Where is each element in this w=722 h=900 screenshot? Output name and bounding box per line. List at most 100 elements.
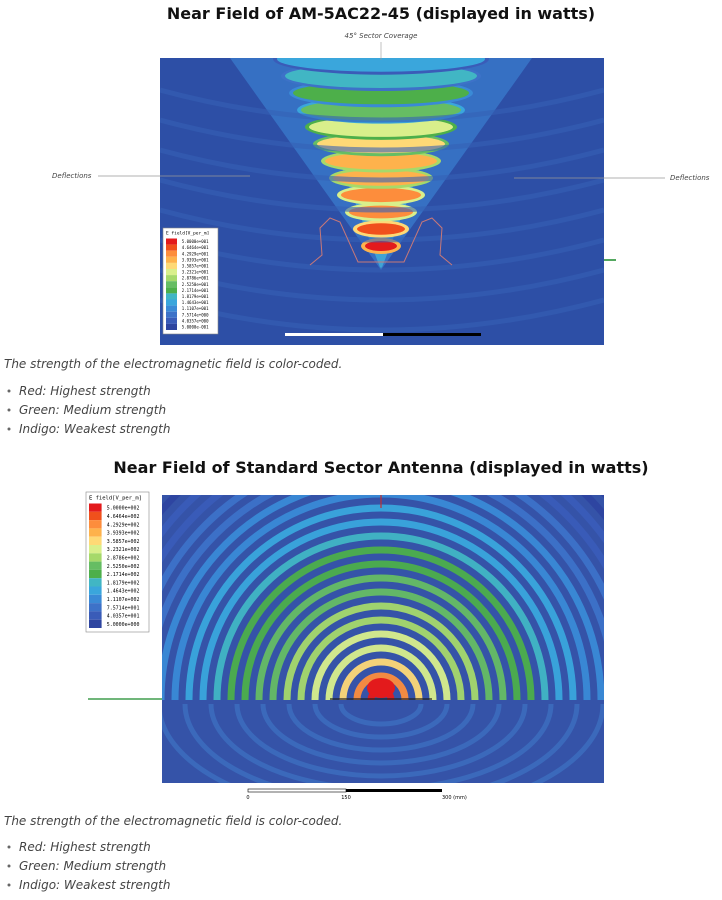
legend-swatch — [89, 594, 102, 604]
scale-bar — [285, 333, 383, 336]
legend-swatch — [166, 262, 177, 269]
legend-label: 4.6464e+001 — [182, 245, 209, 250]
field-ring — [185, 504, 577, 701]
legend-label: 4.6464e+002 — [107, 514, 140, 520]
faint-ring — [162, 703, 604, 783]
legend-swatch — [89, 603, 102, 612]
field-ring — [199, 518, 563, 701]
scale-label: 150 — [341, 795, 351, 801]
field-ring — [311, 630, 451, 701]
legend-swatch — [89, 553, 102, 562]
section-title: Near Field of Standard Sector Antenna (d… — [113, 458, 648, 477]
bullet-dot — [7, 864, 11, 868]
field-ring — [241, 560, 521, 701]
bullet-text: Indigo: Weakest strength — [19, 878, 170, 892]
bullet-list: Red: Highest strength Green: Medium stren… — [7, 384, 170, 436]
field-ring — [213, 532, 549, 701]
legend-label: 3.9393e+002 — [107, 531, 140, 537]
legend-swatch — [166, 317, 177, 324]
legend-swatch — [166, 281, 177, 288]
field-ring — [341, 187, 421, 203]
faint-ring — [338, 703, 424, 727]
figure-label: Deflections — [670, 174, 710, 182]
legend-label: 3.5857e+002 — [107, 539, 140, 545]
legend-swatch — [166, 323, 177, 330]
legend-swatch — [89, 619, 102, 628]
legend-label: 4.2929e+002 — [107, 522, 140, 528]
scale-bar — [346, 789, 442, 792]
faint-ring — [312, 703, 450, 740]
legend-swatch — [166, 311, 177, 318]
faint-ring — [160, 147, 604, 183]
field-ring — [353, 672, 409, 701]
legend-label: 2.5250e+002 — [107, 564, 140, 570]
field-ring — [325, 644, 437, 701]
legend-label: 3.2321e+002 — [107, 547, 140, 553]
legend-swatch — [89, 520, 102, 529]
field-ring — [162, 495, 604, 600]
bullet-text: Red: Highest strength — [19, 384, 151, 398]
faint-ring — [160, 267, 604, 303]
legend-label: 3.9393e+001 — [182, 257, 209, 262]
legend-swatch — [89, 569, 102, 579]
bullet-dot — [7, 845, 11, 849]
legend-swatch — [166, 287, 177, 294]
legend-swatch — [166, 256, 177, 263]
legend-label: 1.4643e+001 — [182, 300, 209, 305]
field-ring — [357, 223, 405, 235]
bullet-text: Red: Highest strength — [19, 840, 151, 854]
faint-ring — [182, 703, 580, 783]
faint-ring — [160, 297, 604, 333]
legend-swatch — [89, 545, 102, 554]
caption: The strength of the electromagnetic fiel… — [4, 357, 342, 371]
legend-swatch — [166, 269, 177, 276]
legend-label: 1.1107e+001 — [182, 306, 209, 311]
legend-label: 4.0357e+000 — [182, 318, 209, 323]
bullet-dot — [7, 427, 11, 431]
field-ring — [325, 152, 437, 170]
legend-swatch — [89, 536, 102, 545]
scale-bar — [383, 333, 481, 336]
field-ring — [365, 241, 397, 251]
faint-ring — [234, 703, 528, 779]
legend-label: 7.5714e+001 — [107, 605, 140, 611]
legend-label: 5.0000e-001 — [182, 324, 209, 329]
bullet-list: Red: Highest strength Green: Medium stren… — [7, 840, 170, 892]
legend-title: E field[V_per_m] — [166, 231, 209, 237]
legend-label: 3.2321e+001 — [182, 270, 209, 275]
legend-label: 7.5714e+000 — [182, 312, 209, 317]
bullet-dot — [7, 408, 11, 412]
legend-swatch — [89, 586, 102, 595]
faint-ring — [260, 703, 502, 766]
figure-label: Deflections — [52, 172, 92, 180]
field-ring — [171, 495, 591, 701]
legend-swatch — [166, 275, 177, 282]
legend-label: 1.4643e+002 — [107, 589, 140, 595]
legend-label: 3.5857e+001 — [182, 263, 209, 268]
figure-label: 45° Sector Coverage — [345, 32, 418, 40]
legend-swatch — [166, 305, 177, 312]
field-ring — [162, 495, 604, 701]
legend-swatch — [89, 561, 102, 570]
bullet-text: Green: Medium strength — [19, 403, 166, 417]
legend-label: 4.0357e+001 — [107, 614, 140, 620]
antenna-outline — [309, 217, 453, 266]
scale-bar — [247, 788, 347, 793]
legend-label: 5.0000e+001 — [182, 239, 209, 244]
legend-label: 2.1714e+002 — [107, 572, 140, 578]
legend-swatch — [166, 299, 177, 306]
faint-ring — [160, 177, 604, 213]
legend-label: 2.5250e+001 — [182, 282, 209, 287]
legend: E field[V_per_m] 5.0000e+002 4.6464e+002 4.… — [85, 491, 150, 633]
faint-ring — [160, 237, 604, 273]
legend-swatch — [89, 503, 102, 512]
bullet-text: Indigo: Weakest strength — [19, 422, 170, 436]
legend-label: 5.0000e+002 — [107, 506, 140, 512]
scale-label: 0 — [246, 795, 249, 801]
faint-ring — [160, 207, 604, 243]
scale-label: 300 (mm) — [442, 795, 467, 801]
section-title: Near Field of AM-5AC22-45 (displayed in … — [167, 4, 595, 23]
legend-swatch — [166, 293, 177, 300]
legend-swatch — [89, 578, 102, 587]
